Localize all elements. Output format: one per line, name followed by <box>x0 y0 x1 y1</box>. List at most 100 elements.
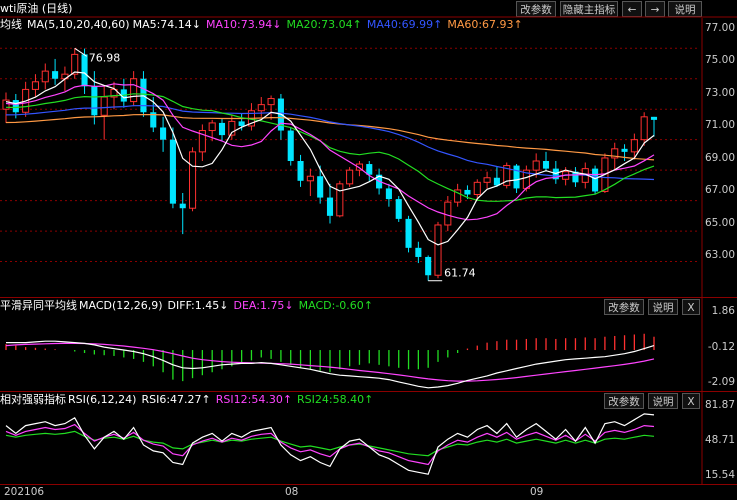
candle-body <box>326 197 334 216</box>
candle-body <box>562 171 570 180</box>
candle-body <box>355 163 363 171</box>
rsi24-value: RSI24:58.40↑ <box>297 393 374 406</box>
candle <box>621 144 628 161</box>
ma40-line <box>5 104 655 181</box>
candle-body <box>287 130 294 161</box>
legend-ma5: MA5:74.14↓ <box>132 18 202 31</box>
ma5-line <box>5 71 655 246</box>
macd-params-button[interactable]: 改参数 <box>604 299 644 315</box>
candle-body <box>493 177 500 186</box>
legend-ma60: MA60:67.93↑ <box>447 18 523 31</box>
candle <box>130 71 138 107</box>
arrow-left-icon[interactable]: ← <box>622 1 642 17</box>
candle <box>12 93 19 119</box>
rsi-params-button[interactable]: 改参数 <box>604 393 644 409</box>
rsi-y-tick: 15.54 <box>704 469 735 481</box>
legend-ma40: MA40:69.99↑ <box>366 18 443 31</box>
y-tick-label: 65.00 <box>704 217 735 229</box>
ma20-line <box>5 93 655 202</box>
rsi12-line <box>5 423 655 466</box>
candle <box>405 215 412 253</box>
y-tick-label: 67.00 <box>704 184 735 196</box>
arrow-right-icon[interactable]: → <box>645 1 665 17</box>
candle <box>297 154 304 187</box>
low-annotation: 61.74 <box>444 267 476 280</box>
main-help-button[interactable]: 说明 <box>668 1 702 17</box>
macd-y-tick: -0.12 <box>707 341 735 353</box>
macd-help-button[interactable]: 说明 <box>648 299 678 315</box>
candle <box>71 48 79 79</box>
candle-body <box>376 174 383 189</box>
candle <box>483 171 491 189</box>
candle <box>22 81 30 117</box>
candle-body <box>572 171 579 183</box>
candle-body <box>513 165 520 189</box>
candle <box>91 71 98 125</box>
candle <box>473 179 481 201</box>
rsi-close-icon[interactable]: X <box>682 393 700 409</box>
candle <box>581 162 589 189</box>
candle-body <box>483 177 491 183</box>
x-axis-line <box>0 484 737 485</box>
x-tick-label: 202106 <box>4 486 45 498</box>
ma10-line <box>5 83 655 221</box>
rsi-y-tick: 48.71 <box>704 434 735 446</box>
candle-body <box>169 139 176 204</box>
rsi6-line <box>5 413 655 475</box>
window-title: wti原油 (日线) <box>0 2 73 15</box>
macd-params: MACD(12,26,9) <box>79 299 163 312</box>
candle <box>81 48 88 94</box>
rsi-legend: 相对强弱指标 RSI(6,12,24) RSI6:47.27↑ RSI12:54.30… <box>0 391 378 409</box>
candle-body <box>601 157 609 192</box>
candle <box>592 165 599 195</box>
rsi-help-button[interactable]: 说明 <box>648 393 678 409</box>
candle-body <box>650 116 658 120</box>
hide-main-indicator-button[interactable]: 隐藏主指标 <box>560 1 618 17</box>
rsi6-value: RSI6:47.27↑ <box>141 393 211 406</box>
y-tick-label: 73.00 <box>704 87 735 99</box>
candle <box>169 127 176 209</box>
candle-body <box>41 70 49 83</box>
candle <box>160 116 167 152</box>
y-tick-label: 77.00 <box>704 22 735 34</box>
candle-body <box>130 78 138 103</box>
candle <box>425 255 432 281</box>
candle <box>257 97 265 117</box>
candle-body <box>434 224 442 276</box>
candle <box>247 103 255 131</box>
y-tick-label: 69.00 <box>704 152 735 164</box>
candle-body <box>444 201 452 226</box>
macd-legend: 平滑异同平均线 MACD(12,26,9) DIFF:1.45↓ DEA:1.75↓ M… <box>0 297 378 315</box>
macd-diff: DIFF:1.45↓ <box>167 299 229 312</box>
candle-body <box>464 189 471 195</box>
candle-body <box>2 99 10 110</box>
candle <box>376 168 383 195</box>
candle-body <box>189 151 197 209</box>
candle <box>444 196 452 232</box>
candle <box>110 81 118 110</box>
candle <box>189 147 197 212</box>
legend-ma-params: MA(5,10,20,40,60) <box>27 18 130 31</box>
candle <box>61 66 69 91</box>
macd-close-icon[interactable]: X <box>682 299 700 315</box>
candle-body <box>473 181 481 196</box>
candle <box>52 58 59 85</box>
candle <box>503 162 511 189</box>
candle-body <box>581 168 589 183</box>
candle-body <box>336 183 344 217</box>
candle-body <box>640 116 648 141</box>
candle-body <box>140 78 147 113</box>
candle <box>208 119 216 142</box>
candle <box>640 112 648 146</box>
dea-line <box>5 342 655 382</box>
diff-line <box>6 340 655 389</box>
candle <box>366 161 373 181</box>
candle-body <box>257 104 265 112</box>
candle-body <box>542 161 550 169</box>
main-params-button[interactable]: 改参数 <box>516 1 556 17</box>
macd-dea: DEA:1.75↓ <box>233 299 294 312</box>
rsi-params: RSI(6,12,24) <box>68 393 137 406</box>
candle-body <box>385 188 392 200</box>
candle-body <box>228 120 236 136</box>
